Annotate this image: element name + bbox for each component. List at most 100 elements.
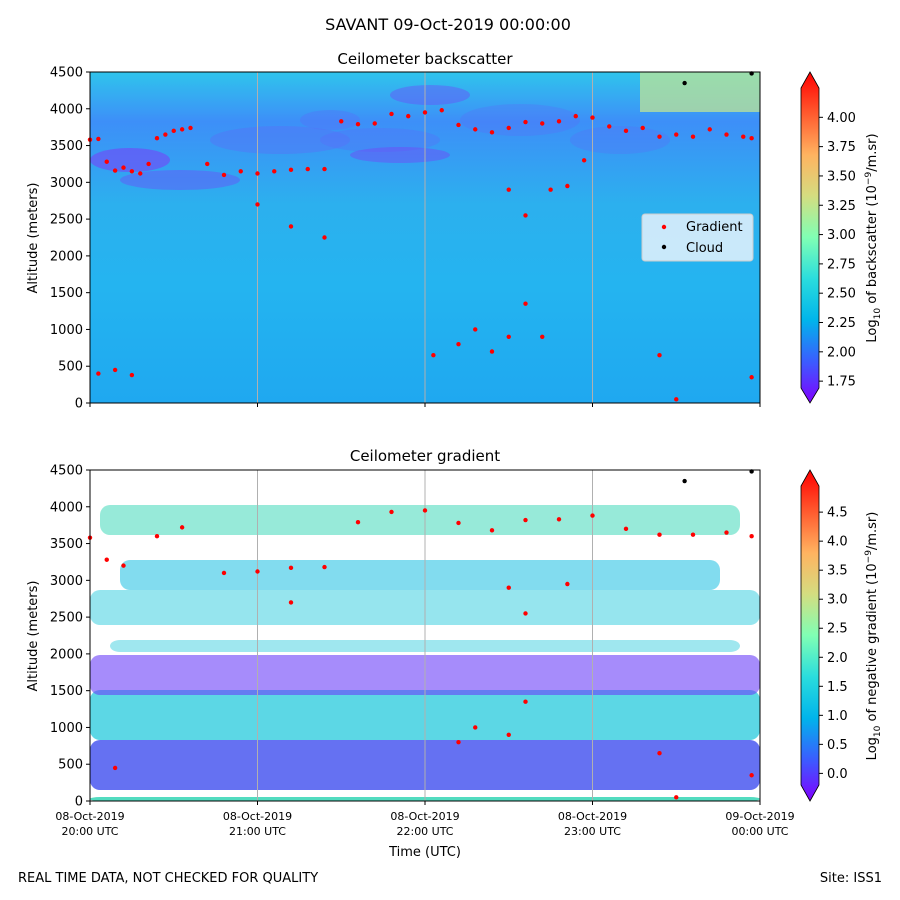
gradient-marker: [506, 585, 511, 590]
gradient-marker: [489, 528, 495, 533]
gradient-marker: [112, 367, 118, 373]
backscatter-colorbar-tick-label: 3.50: [827, 169, 856, 184]
backscatter-gridlines: [257, 72, 593, 403]
gradient-marker: [146, 161, 151, 167]
gradient-colorbar-tick-label: 3.5: [827, 564, 848, 579]
gradient-marker: [523, 517, 528, 523]
gradient-marker: [104, 159, 109, 164]
backscatter-ytick-label: 0: [75, 397, 83, 412]
backscatter-ytick-label: 500: [58, 360, 83, 375]
backscatter-panel: Ceilometer backscatter 0 500 1000 1500 2000 2…: [26, 50, 883, 412]
backscatter-colorbar-tick-label: 2.75: [827, 257, 856, 272]
gradient-marker: [690, 134, 696, 139]
legend-gradient-marker: [661, 224, 667, 230]
gradient-marker: [305, 166, 310, 172]
cb2-label-sub: 10: [873, 725, 883, 737]
backscatter-texture-blob: [390, 85, 470, 105]
backscatter-colorbar-tick-label: 3.75: [827, 140, 856, 155]
gradient-marker: [221, 172, 227, 178]
gradient-marker: [523, 699, 528, 704]
backscatter-y-axis: 0 500 1000 1500 2000 2500 3000 3500 4000 4500: [50, 66, 90, 412]
backscatter-texture-blob: [570, 126, 670, 154]
backscatter-ytick-label: 4000: [50, 102, 83, 117]
gradient-marker: [355, 520, 361, 525]
cb1-label-sup: −9: [864, 172, 874, 186]
backscatter-ytick-label: 3000: [50, 176, 83, 191]
cb1-label-sub: 10: [873, 308, 883, 320]
backscatter-colorbar-label: Log10 of backscatter (10−9/m.sr): [864, 133, 883, 342]
gradient-marker: [506, 125, 511, 131]
gradient-marker: [288, 167, 294, 173]
gradient-marker: [422, 508, 428, 513]
gradient-marker: [590, 115, 595, 120]
gradient-ytick-label: 3500: [50, 537, 83, 552]
gradient-marker: [272, 169, 277, 174]
gradient-marker: [179, 127, 185, 132]
backscatter-ylabel: Altitude (meters): [26, 183, 41, 294]
gradient-marker: [548, 187, 553, 192]
cb2-label-rest: of negative gradient (10: [865, 563, 880, 725]
gradient-marker: [473, 127, 478, 132]
xtick-label-date: 08-Oct-2019: [223, 810, 292, 823]
gradient-marker: [707, 127, 712, 132]
backscatter-texture: [90, 72, 760, 190]
gradient-marker: [96, 136, 101, 142]
gradient-marker: [749, 534, 754, 539]
backscatter-colorbar-tick-label: 1.75: [827, 375, 856, 390]
xtick-label-date: 09-Oct-2019: [725, 810, 794, 823]
gradient-marker: [205, 161, 210, 167]
gradient-gridlines: [257, 470, 593, 801]
xtick-label-date: 08-Oct-2019: [55, 810, 124, 823]
gradient-marker: [154, 534, 160, 539]
gradient-colorbar-tick-label: 0.5: [827, 738, 848, 753]
gradient-marker: [657, 134, 662, 139]
cb1-label-end: /m.sr): [865, 133, 880, 171]
gradient-x-axis: 08-Oct-2019 20:00 UTC 08-Oct-2019 21:00 UTC…: [55, 801, 795, 838]
gradient-texture-band: [100, 505, 740, 535]
gradient-marker: [741, 134, 746, 139]
backscatter-markers: [87, 71, 754, 402]
gradient-marker: [657, 750, 662, 756]
gradient-xlabel: Time (UTC): [388, 845, 461, 860]
gradient-marker: [112, 168, 118, 173]
backscatter-texture-blob: [120, 170, 240, 190]
gradient-marker: [565, 183, 570, 189]
gradient-marker: [255, 569, 260, 574]
gradient-colorbar-bar: [800, 469, 820, 802]
gradient-marker: [506, 732, 511, 737]
backscatter-ytick-label: 2000: [50, 249, 83, 264]
backscatter-colorbar-tick-label: 2.50: [827, 287, 856, 302]
gradient-marker: [674, 397, 679, 402]
backscatter-texture-blob: [90, 148, 170, 172]
gradient-marker: [163, 132, 168, 137]
legend-gradient-label: Gradient: [686, 220, 743, 235]
backscatter-texture-hot: [640, 72, 760, 112]
cb2-label-main: Log: [865, 737, 880, 760]
footer-disclaimer: REAL TIME DATA, NOT CHECKED FOR QUALITY: [18, 871, 318, 886]
gradient-marker: [489, 349, 495, 354]
gradient-marker: [129, 372, 135, 378]
gradient-marker: [565, 581, 570, 587]
gradient-marker: [221, 570, 227, 576]
gradient-markers: [87, 469, 754, 800]
gradient-marker: [439, 108, 444, 113]
gradient-marker: [473, 725, 478, 730]
gradient-marker: [573, 113, 578, 119]
gradient-marker: [171, 128, 176, 134]
backscatter-ytick-label: 3500: [50, 139, 83, 154]
cloud-marker: [682, 80, 687, 86]
gradient-marker: [724, 132, 729, 137]
gradient-marker: [179, 525, 185, 530]
gradient-colorbar-tick-label: 3.0: [827, 593, 848, 608]
gradient-marker: [322, 166, 327, 172]
gradient-title: Ceilometer gradient: [350, 447, 500, 465]
figure-suptitle: SAVANT 09-Oct-2019 00:00:00: [325, 15, 571, 34]
gradient-marker: [657, 532, 662, 537]
gradient-marker: [121, 563, 126, 568]
gradient-marker: [674, 132, 679, 137]
xtick-label-time: 20:00 UTC: [61, 825, 118, 838]
gradient-marker: [556, 517, 562, 522]
gradient-marker: [255, 171, 260, 176]
backscatter-ytick-label: 1000: [50, 323, 83, 338]
backscatter-ytick-label: 4500: [50, 66, 83, 81]
